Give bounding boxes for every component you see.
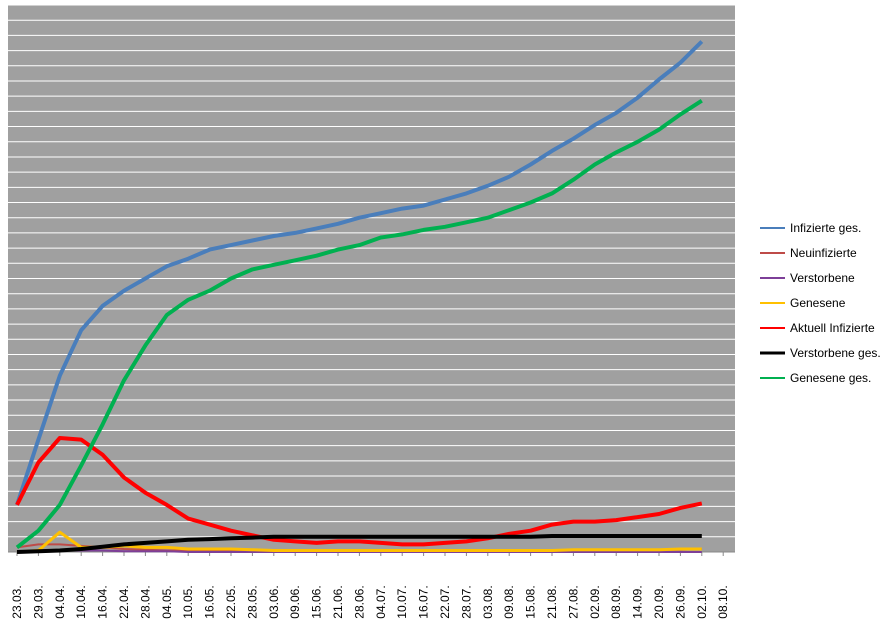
- x-tick-label: 16.05.: [203, 585, 217, 618]
- x-tick-label: 22.05.: [224, 585, 238, 618]
- x-tick-label: 29.03.: [31, 585, 45, 618]
- x-tick-label: 02.09.: [588, 585, 602, 618]
- x-tick-label: 03.08.: [481, 585, 495, 618]
- x-tick-label: 27.08.: [566, 585, 580, 618]
- x-tick-label: 14.09.: [631, 585, 645, 618]
- x-tick-label: 21.06.: [331, 585, 345, 618]
- series-line: [16, 530, 702, 554]
- series-line: [15, 40, 704, 506]
- x-tick-label: 23.03.: [10, 585, 24, 618]
- legend-label: Neuinfizierte: [790, 246, 857, 260]
- legend-label: Infizierte ges.: [790, 221, 861, 235]
- x-tick-label: 15.08.: [524, 585, 538, 618]
- legend-label: Verstorbene: [790, 271, 855, 285]
- x-tick-label: 20.09.: [652, 585, 666, 618]
- x-tick-label: 16.07.: [417, 585, 431, 618]
- x-tick-label: 10.05.: [181, 585, 195, 618]
- series-line: [15, 436, 703, 547]
- series-line: [15, 99, 703, 549]
- x-tick-label: 09.06.: [288, 585, 302, 618]
- legend-label: Verstorbene ges.: [790, 346, 881, 360]
- x-tick-label: 03.06.: [267, 585, 281, 618]
- x-tick-label: 28.06.: [352, 585, 366, 618]
- x-tick-label: 16.04.: [96, 585, 110, 618]
- x-tick-label: 28.05.: [245, 585, 259, 618]
- x-tick-label: 10.04.: [74, 585, 88, 618]
- x-tick-label: 04.05.: [160, 585, 174, 618]
- series-line: [16, 534, 702, 554]
- x-tick-label: 21.08.: [545, 585, 559, 618]
- x-tick-label: 15.06.: [310, 585, 324, 618]
- x-tick-label: 04.07.: [374, 585, 388, 618]
- x-tick-label: 22.07.: [438, 585, 452, 618]
- x-tick-label: 22.04.: [117, 585, 131, 618]
- x-tick-label: 10.07.: [395, 585, 409, 618]
- x-tick-label: 28.04.: [138, 585, 152, 618]
- legend-label: Genesene ges.: [790, 371, 871, 385]
- x-tick-label: 26.09.: [673, 585, 687, 618]
- x-tick-label: 04.04.: [53, 585, 67, 618]
- legend-label: Genesene: [790, 296, 846, 310]
- x-tick-label: 08.10.: [716, 585, 730, 618]
- x-tick-label: 09.08.: [502, 585, 516, 618]
- x-tick-label: 28.07.: [459, 585, 473, 618]
- x-tick-label: 02.10.: [695, 585, 709, 618]
- legend-label: Aktuell Infizierte: [790, 321, 875, 335]
- x-tick-label: 08.09.: [609, 585, 623, 618]
